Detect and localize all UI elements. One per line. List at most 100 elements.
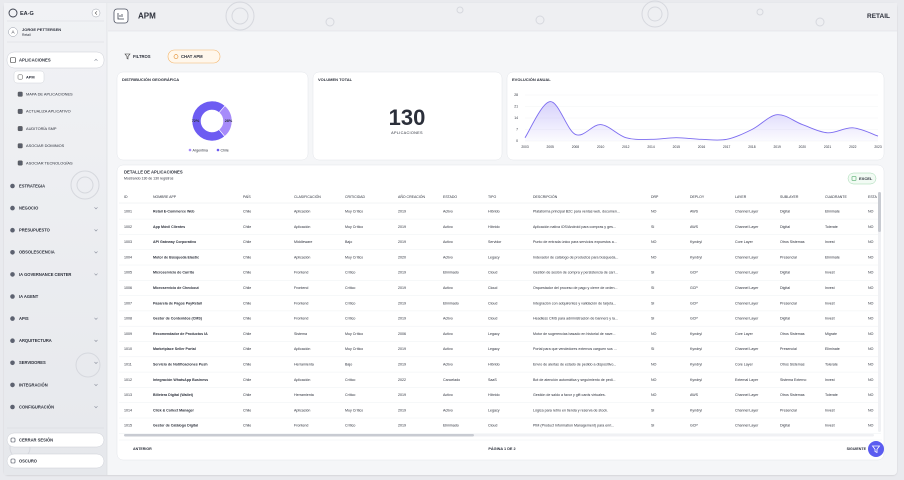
table-cell: 1003 [124, 240, 132, 244]
menu-icon [10, 272, 15, 277]
table-cell: Muy Crítico [345, 255, 363, 259]
chat-button[interactable] [167, 49, 221, 64]
submenu-item[interactable]: ACTUALIZA APLICATIVO [26, 109, 71, 114]
table-cell: API Gateway Corporativo [153, 240, 197, 244]
x-tick-label: 2020 [799, 145, 807, 149]
menu-item[interactable]: IA GOVERNANCE CENTER [19, 272, 71, 277]
pie-slice [191, 100, 226, 142]
scroll-track [878, 192, 881, 432]
table-cell: Cancelado [443, 378, 460, 382]
card [116, 71, 309, 161]
table-cell: Chile [243, 332, 251, 336]
table-cell: Activo [443, 362, 453, 366]
table-cell: NO [868, 225, 874, 229]
table-cell: 1013 [124, 393, 132, 397]
table-cell: NO [868, 255, 874, 259]
table-cell: Invest [825, 408, 835, 412]
chat-label[interactable]: CHAT APM [181, 54, 203, 59]
table-cell: 2006 [398, 332, 406, 336]
table-cell: Digital [780, 225, 790, 229]
menu-item[interactable]: ESTRATEGIA [19, 183, 45, 188]
x-tick-label: 2017 [723, 145, 731, 149]
table-cell: Channel Layer [735, 424, 759, 428]
x-tick-label: 2014 [647, 145, 655, 149]
table-cell: Channel Layer [735, 317, 759, 321]
table-cell: Crítico [345, 393, 355, 397]
table-cell: Kyndryl [690, 378, 702, 382]
section-active[interactable] [6, 51, 105, 69]
table-cell: Kyndryl [690, 240, 702, 244]
table-cell: Tolerate [825, 362, 838, 366]
submenu-item[interactable]: MAPA DE APLICACIONES [26, 92, 73, 97]
excel-label[interactable]: EXCEL [859, 176, 873, 181]
sidebar-button[interactable] [6, 432, 105, 448]
submenu-active[interactable] [13, 70, 45, 84]
page-icon [113, 8, 129, 24]
submenu-item[interactable]: ASOCIAR TECNOLOGÍAS [26, 160, 73, 165]
column-header: CUADRANTE [825, 195, 847, 199]
menu-item[interactable]: OBSOLESCENCIA [19, 250, 55, 255]
menu-item[interactable]: CONFIGURACIÓN [19, 404, 54, 409]
table-cell: Portal para que vendedores externos carg… [533, 347, 617, 351]
table-cell: Otros Sistemas [780, 332, 805, 336]
filters-label[interactable]: FILTROS [133, 54, 151, 59]
column-header: ID [124, 195, 128, 199]
submenu-icon [17, 160, 23, 166]
table-cell: 2019 [398, 362, 406, 366]
table-cell: Microservicio de Checkout [153, 286, 200, 290]
table-cell: Digital [780, 209, 790, 213]
collapse-button[interactable] [91, 8, 101, 18]
table-cell: NO [868, 240, 874, 244]
x-tick-label: 2023 [874, 145, 882, 149]
legend-swatch [188, 148, 192, 152]
user-role: Retail [22, 33, 31, 37]
floating-filter-button[interactable] [868, 441, 884, 457]
submenu-item[interactable]: AUDITORÍA SMP [26, 126, 57, 131]
chevron [94, 317, 98, 320]
brand: EA-G [20, 11, 34, 17]
menu-item[interactable]: SERVIDORES [19, 360, 46, 365]
card-title: VOLUMEN TOTAL [318, 77, 353, 82]
table-cell: Eliminate [825, 209, 840, 213]
button-icon [10, 437, 16, 443]
table-cell: GCP [690, 286, 698, 290]
table-cell: Legacy [488, 255, 500, 259]
table-cell: Servicio de Notificaciones Push [153, 362, 208, 366]
pagination-next[interactable]: SIGUIENTE [847, 447, 867, 451]
filters-button[interactable] [120, 50, 162, 63]
table-cell: 2019 [398, 225, 406, 229]
page-title: APM [138, 12, 156, 21]
table-cell: Aplicación [294, 378, 310, 382]
table-cell: 2019 [398, 271, 406, 275]
menu-icon [10, 183, 15, 189]
table-cell: Invest [825, 317, 835, 321]
menu-item[interactable]: APIS [19, 316, 29, 321]
submenu-item[interactable]: APM [26, 74, 35, 79]
table-cell: Sistema Externo [780, 378, 806, 382]
chevron [94, 58, 98, 62]
menu-item[interactable]: ARQUITECTURA [19, 338, 52, 343]
table-cell: Eliminate [825, 347, 840, 351]
table-cell: Aplicación [294, 225, 310, 229]
menu-item[interactable]: IA AGENT [19, 294, 39, 299]
table-cell: Middleware [294, 240, 312, 244]
menu-item[interactable]: NEGOCIO [19, 205, 39, 210]
table-subtitle: Mostrando 130 de 130 registros [124, 176, 174, 180]
table-cell: 2019 [398, 240, 406, 244]
table-cell: Activo [443, 317, 453, 321]
table-cell: Frontend [294, 317, 308, 321]
menu-item[interactable]: INTEGRACIÓN [19, 382, 48, 387]
pagination-previous[interactable]: ANTERIOR [133, 447, 152, 451]
menu-item[interactable]: PRESUPUESTO [19, 228, 51, 233]
excel-button[interactable] [847, 172, 877, 185]
table-cell: NO [868, 301, 874, 305]
table-cell: Híbrido [488, 225, 500, 229]
x-tick-label: 2015 [673, 145, 681, 149]
volume-value: 130 [389, 105, 426, 130]
legend-swatch [216, 148, 220, 152]
table-cell: NO [868, 362, 874, 366]
line-area [525, 101, 878, 141]
sidebar-button[interactable] [6, 453, 105, 469]
table-cell: Core Layer [735, 362, 754, 366]
submenu-item[interactable]: ASOCIAR DOMINIOS [26, 143, 65, 148]
